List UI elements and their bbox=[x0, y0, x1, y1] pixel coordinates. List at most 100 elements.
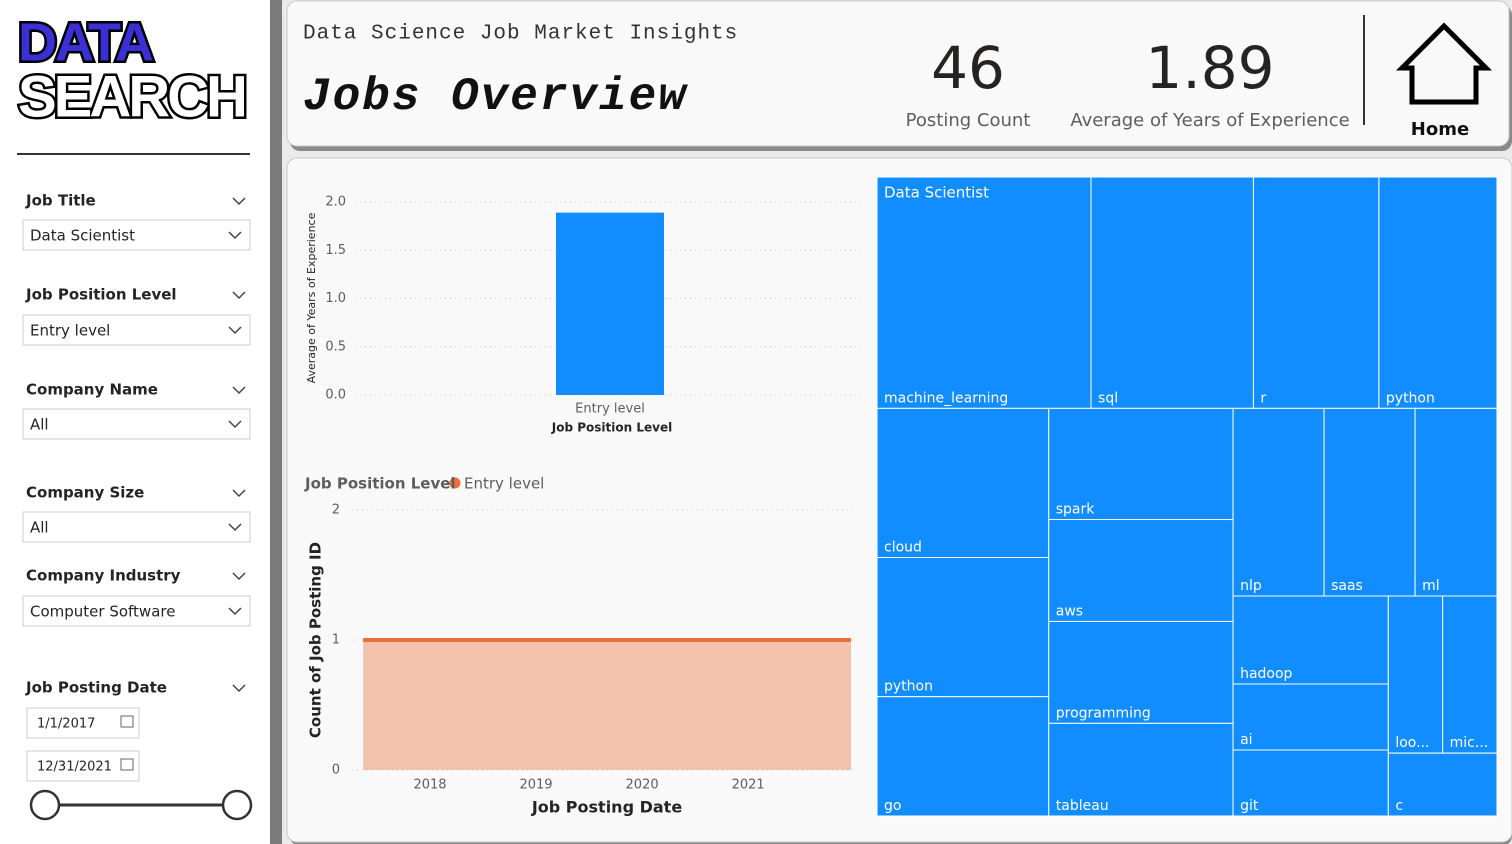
filter-dropdown[interactable] bbox=[22, 219, 251, 251]
filter-label: Company Industry bbox=[26, 567, 181, 585]
slider-handle[interactable] bbox=[221, 789, 253, 821]
treemap-tile[interactable] bbox=[1414, 407, 1498, 597]
tile-label: mic... bbox=[1450, 735, 1489, 751]
y-tick-label: 0.0 bbox=[325, 388, 346, 403]
header-title: Jobs Overview bbox=[303, 71, 688, 123]
tile-label: programming bbox=[1056, 705, 1151, 721]
treemap-tile[interactable] bbox=[1048, 407, 1234, 521]
tile-label: git bbox=[1240, 798, 1259, 814]
filter-value: All bbox=[30, 519, 49, 537]
x-axis-label: Job Posting Date bbox=[531, 798, 682, 817]
dropdown-arrow[interactable] bbox=[228, 523, 242, 532]
tile-label: ml bbox=[1422, 578, 1440, 594]
tile-label: spark bbox=[1056, 502, 1096, 518]
filter-collapse[interactable] bbox=[232, 489, 246, 498]
filter-value: Computer Software bbox=[30, 603, 175, 621]
treemap-tile[interactable] bbox=[1252, 176, 1380, 409]
tile-label: nlp bbox=[1240, 578, 1262, 594]
filter-dropdown[interactable] bbox=[22, 511, 251, 543]
x-axis-label: Job Position Level bbox=[551, 421, 672, 435]
filter-label: Job Title bbox=[25, 192, 96, 210]
treemap-tile[interactable] bbox=[1232, 749, 1389, 817]
date-value: 12/31/2021 bbox=[37, 760, 112, 775]
treemap-tile[interactable] bbox=[1232, 595, 1389, 685]
treemap-tile[interactable] bbox=[1387, 595, 1444, 754]
treemap-tile[interactable] bbox=[876, 696, 1050, 817]
tile-label: machine_learning bbox=[884, 390, 1008, 406]
home-label[interactable]: Home bbox=[1411, 119, 1469, 140]
filter-label: Job Position Level bbox=[25, 286, 177, 304]
treemap-tile[interactable] bbox=[876, 176, 1092, 409]
treemap-tile[interactable] bbox=[1048, 722, 1234, 817]
filter-collapse[interactable] bbox=[232, 386, 246, 395]
tile-label: hadoop bbox=[1240, 666, 1292, 682]
kpi-label: Posting Count bbox=[906, 110, 1031, 131]
filter-value: All bbox=[30, 416, 49, 434]
dropdown-arrow[interactable] bbox=[228, 607, 242, 616]
tile-label: python bbox=[1386, 390, 1435, 406]
y-tick-label: 0 bbox=[332, 763, 340, 778]
dropdown-arrow[interactable] bbox=[228, 326, 242, 335]
filter-label: Company Size bbox=[26, 484, 144, 502]
kpi-value: 1.89 bbox=[1145, 34, 1274, 102]
treemap-tile[interactable] bbox=[876, 556, 1050, 698]
y-axis-label: Count of Job Posting ID bbox=[307, 542, 325, 738]
x-tick-label: 2021 bbox=[732, 778, 765, 793]
tile-label: loo... bbox=[1395, 735, 1429, 751]
treemap-tile[interactable] bbox=[1048, 620, 1234, 724]
y-tick-label: 2 bbox=[332, 503, 340, 518]
logo-line: DATA bbox=[18, 12, 153, 72]
treemap-tile[interactable] bbox=[1378, 176, 1498, 409]
home-button[interactable]: Home bbox=[1395, 22, 1493, 140]
tile-label: c bbox=[1395, 798, 1403, 814]
kpi-label: Average of Years of Experience bbox=[1070, 110, 1349, 131]
filter-dropdown[interactable] bbox=[22, 595, 251, 627]
tile-label: ai bbox=[1240, 732, 1252, 748]
filter-label: Company Name bbox=[26, 381, 158, 399]
treemap-tile[interactable] bbox=[1442, 595, 1498, 754]
filter-dropdown[interactable] bbox=[22, 314, 251, 346]
legend-label: Entry level bbox=[464, 475, 544, 493]
date-input[interactable] bbox=[26, 750, 140, 782]
kpi-value: 46 bbox=[931, 34, 1005, 102]
treemap-tile[interactable] bbox=[876, 407, 1050, 558]
home-icon[interactable] bbox=[1395, 22, 1493, 105]
date-input[interactable] bbox=[26, 707, 140, 739]
treemap-tile[interactable] bbox=[1232, 407, 1325, 597]
treemap-tile[interactable] bbox=[1323, 407, 1416, 597]
treemap-tile[interactable] bbox=[1090, 176, 1254, 409]
x-tick-label: Entry level bbox=[575, 402, 645, 417]
y-tick-label: 1.5 bbox=[325, 243, 346, 258]
x-tick-label: 2020 bbox=[626, 778, 659, 793]
header-card bbox=[286, 0, 1510, 147]
tile-label: sql bbox=[1098, 390, 1118, 406]
calendar-icon bbox=[120, 715, 134, 728]
header-subtitle: Data Science Job Market Insights bbox=[303, 23, 738, 46]
area bbox=[363, 640, 851, 770]
date-value: 1/1/2017 bbox=[37, 717, 95, 732]
slider-handle[interactable] bbox=[29, 789, 61, 821]
sidebar-edge bbox=[270, 0, 282, 844]
treemap-tile[interactable] bbox=[1232, 683, 1389, 751]
filter-collapse[interactable] bbox=[232, 291, 246, 300]
filter-value: Entry level bbox=[30, 322, 110, 340]
tile-label: cloud bbox=[884, 539, 922, 555]
tile-label: r bbox=[1260, 390, 1266, 406]
filter-collapse[interactable] bbox=[232, 572, 246, 581]
legend-marker bbox=[449, 477, 461, 489]
filter-collapse[interactable] bbox=[232, 684, 246, 693]
y-tick-label: 1 bbox=[332, 633, 340, 648]
dropdown-arrow[interactable] bbox=[228, 231, 242, 240]
filter-collapse[interactable] bbox=[232, 197, 246, 206]
group-label: Data Scientist bbox=[884, 184, 989, 202]
treemap-tile[interactable] bbox=[1048, 519, 1234, 622]
calendar-icon bbox=[120, 758, 134, 771]
legend-title: Job Position Level bbox=[304, 475, 456, 493]
filter-label: Job Posting Date bbox=[25, 679, 167, 697]
dropdown-arrow[interactable] bbox=[228, 420, 242, 429]
filter-dropdown[interactable] bbox=[22, 408, 251, 440]
logo-line: SEARCH bbox=[18, 64, 245, 129]
treemap-tile[interactable] bbox=[1387, 752, 1498, 817]
tile-label: python bbox=[884, 679, 933, 695]
